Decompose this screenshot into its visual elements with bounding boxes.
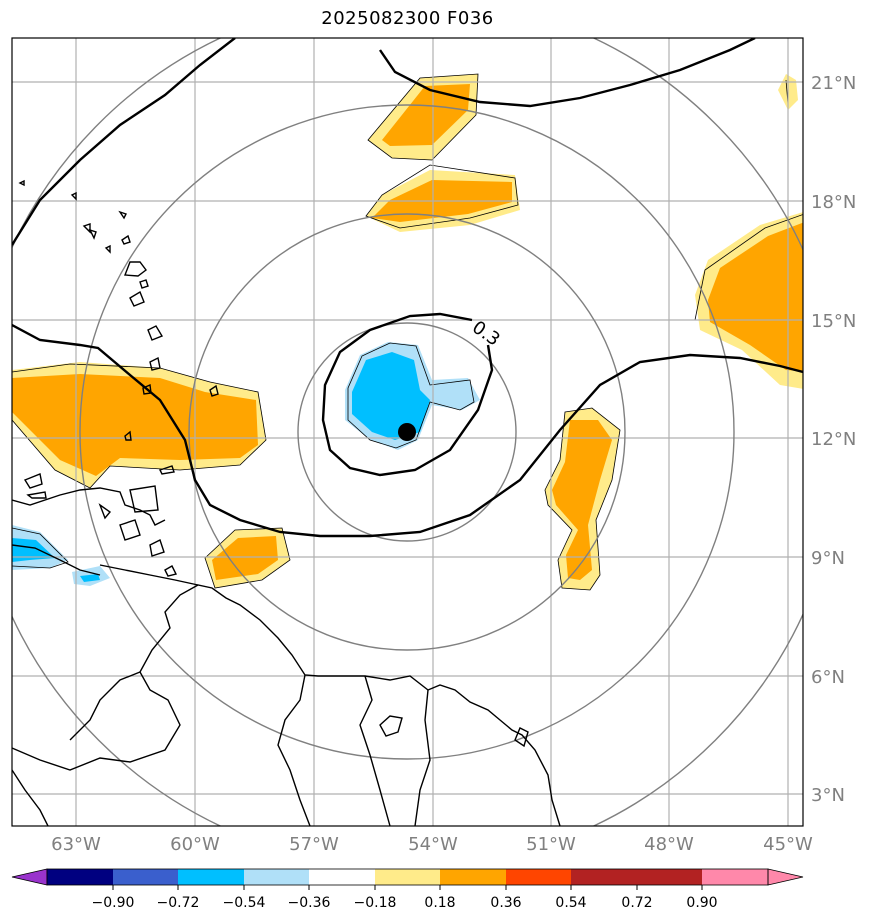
lon-label: 45°W xyxy=(763,834,813,855)
lon-label: 48°W xyxy=(644,834,694,855)
colorbar-segment xyxy=(113,869,178,885)
map-frame xyxy=(11,37,804,827)
colorbar-segment xyxy=(375,869,440,885)
colorbar-extend-left xyxy=(11,868,48,886)
longitude-labels: 63°W 60°W 57°W 54°W 51°W 48°W 45°W xyxy=(51,834,813,855)
lat-label: 15°N xyxy=(811,311,856,332)
colorbar-tick: −0.90 xyxy=(92,895,135,911)
colorbar-extend-right xyxy=(702,869,803,885)
lat-label: 18°N xyxy=(811,192,856,213)
contour-lines xyxy=(12,38,803,538)
colorbar-tick: −0.18 xyxy=(354,895,397,911)
map-title: 2025082300 F036 xyxy=(321,8,494,29)
colorbar-tick: −0.54 xyxy=(223,895,266,911)
positive-anomaly-sw xyxy=(204,527,291,589)
colorbar-tick: 0.90 xyxy=(686,895,717,911)
lon-label: 57°W xyxy=(289,834,339,855)
positive-anomaly-east xyxy=(694,212,803,389)
colorbar-tick: −0.72 xyxy=(157,895,200,911)
colorbar-segment xyxy=(571,869,637,885)
lat-label: 3°N xyxy=(811,785,845,806)
colorbar: −0.90 −0.72 −0.54 −0.36 −0.18 0.18 0.36 … xyxy=(11,868,804,911)
colorbar-tick: 0.36 xyxy=(490,895,521,911)
colorbar-segment xyxy=(47,869,113,885)
latitude-labels: 21°N 18°N 15°N 12°N 9°N 6°N 3°N xyxy=(811,73,856,806)
lon-label: 51°W xyxy=(526,834,576,855)
colorbar-tick: 0.72 xyxy=(621,895,652,911)
colorbar-segment xyxy=(440,869,506,885)
storm-center-dot xyxy=(398,423,416,441)
lat-label: 12°N xyxy=(811,429,856,450)
lon-label: 54°W xyxy=(408,834,458,855)
range-rings xyxy=(12,38,803,826)
lat-label: 9°N xyxy=(811,548,845,569)
negative-anomaly-center xyxy=(345,342,480,450)
coastlines xyxy=(12,179,561,826)
lon-label: 63°W xyxy=(51,834,101,855)
colorbar-tick: −0.36 xyxy=(288,895,331,911)
colorbar-segment xyxy=(506,869,571,885)
colorbar-segment xyxy=(244,869,309,885)
lat-label: 6°N xyxy=(811,667,845,688)
colorbar-tick: 0.54 xyxy=(555,895,586,911)
colorbar-segment xyxy=(637,869,702,885)
colorbar-segment xyxy=(178,869,244,885)
negative-anomaly-west xyxy=(12,525,110,586)
lon-label: 60°W xyxy=(170,834,220,855)
colorbar-tick: 0.18 xyxy=(424,895,455,911)
colorbar-segment xyxy=(309,869,375,885)
lat-label: 21°N xyxy=(811,73,856,94)
